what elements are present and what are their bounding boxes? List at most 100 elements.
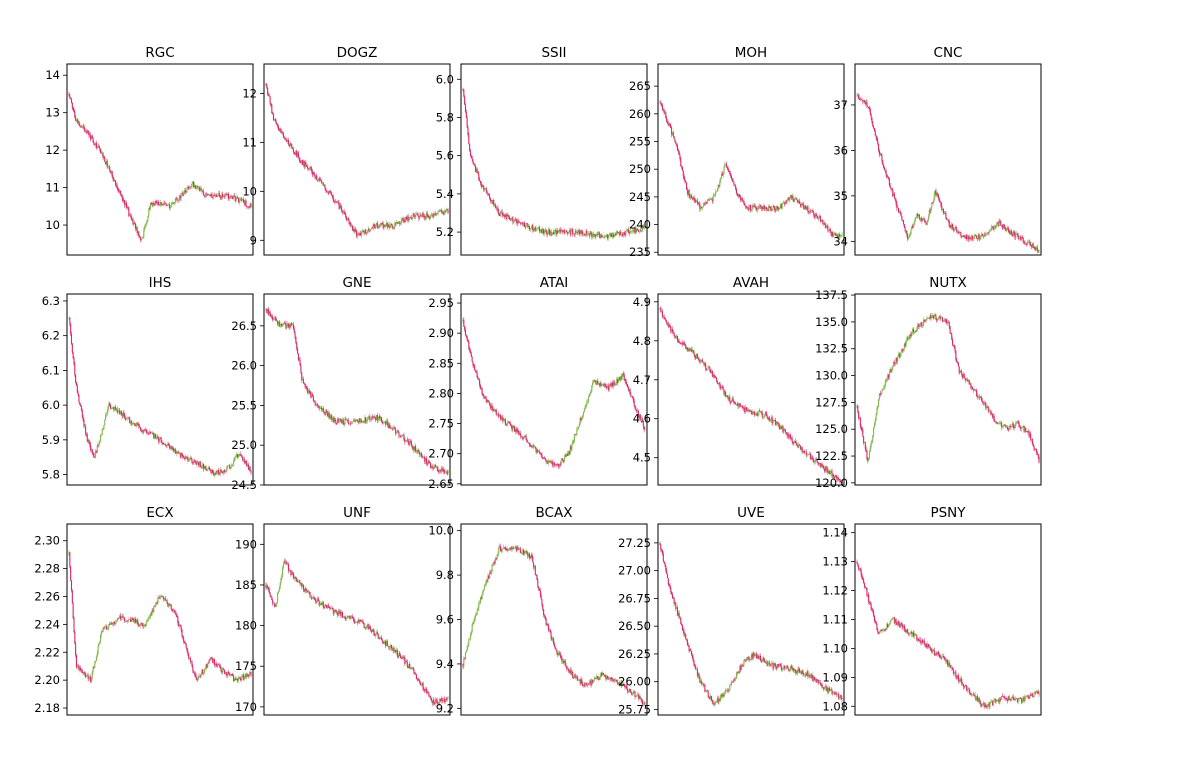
candle-body [311, 168, 313, 172]
axes-frame [460, 63, 648, 256]
candle-body [330, 415, 332, 419]
candle-body [228, 193, 230, 199]
candle-body [751, 411, 753, 415]
candle-body [291, 144, 293, 149]
candle-body [800, 203, 802, 207]
candle-body [373, 224, 375, 227]
candle-body [484, 188, 486, 189]
candle-body [546, 461, 548, 463]
candle-body [493, 410, 495, 412]
candle-body [112, 176, 114, 180]
candle-body [115, 408, 117, 410]
candle-body [840, 235, 842, 237]
candle-body [119, 190, 121, 193]
candle-body [108, 403, 110, 407]
candle-body [157, 201, 159, 205]
candle-body [243, 459, 245, 463]
candle-body [992, 226, 994, 230]
candle-body [604, 236, 606, 238]
candle-body [104, 626, 106, 630]
y-tick-label: 2.85 [428, 356, 454, 370]
candle-body [478, 173, 480, 180]
y-tick-label: 5.2 [436, 225, 454, 239]
y-tick-label: 4.9 [633, 295, 651, 309]
candle-body [590, 391, 592, 393]
candle-body [618, 233, 620, 235]
candle-body [932, 315, 935, 319]
candle-body [630, 394, 632, 397]
candle-body [484, 188, 486, 191]
candle-body [362, 230, 364, 232]
candle-body [305, 162, 307, 165]
candle-body [927, 318, 930, 319]
candle-body [812, 458, 814, 460]
candle-body [991, 226, 994, 227]
candle-body [679, 154, 681, 159]
candle-body [1025, 431, 1028, 433]
candle-body [128, 619, 130, 621]
candle-body [769, 205, 771, 208]
candle-body [981, 233, 983, 236]
candle-body [733, 402, 735, 403]
candle-body [685, 181, 687, 183]
candle-body [145, 622, 147, 626]
candle-body [131, 618, 133, 620]
candle-body [155, 602, 157, 605]
candle-body [336, 201, 338, 203]
candle-body [735, 403, 737, 405]
candle-body [959, 370, 961, 373]
candle-body [863, 100, 865, 102]
candle-body [1017, 235, 1019, 239]
candle-body [902, 220, 904, 221]
candle-body [685, 345, 687, 349]
candle-body [567, 453, 569, 456]
candle-body [133, 423, 135, 424]
candle-body [183, 641, 186, 644]
candle-body [701, 207, 703, 209]
candle-body [79, 402, 81, 406]
candle-body [347, 218, 349, 221]
candle-body [351, 422, 353, 423]
candle-body [771, 417, 773, 424]
candle-body [240, 454, 242, 456]
candle-body [873, 423, 875, 428]
candle-body [629, 389, 631, 395]
candle-body [1032, 443, 1034, 446]
candle-body [631, 396, 633, 398]
candle-body [202, 669, 204, 674]
candle-body [804, 205, 806, 210]
candle-body [631, 230, 634, 232]
candle-body [975, 390, 977, 391]
candle-body [811, 210, 813, 211]
candle-body [577, 230, 580, 233]
candle-body [898, 353, 900, 357]
candle-body [385, 222, 388, 227]
candle-body [414, 215, 416, 218]
candle-body [354, 420, 356, 422]
candle-body [150, 202, 152, 204]
candle-body [299, 159, 301, 162]
candle-body [280, 128, 282, 134]
candle-body [831, 471, 833, 477]
candle-body [1023, 426, 1025, 432]
candle-body [567, 232, 569, 234]
candle-body [592, 382, 594, 386]
candle-body [942, 320, 944, 322]
candle-body [828, 470, 831, 475]
y-tick-label: 265 [629, 79, 651, 93]
candle-body [462, 319, 464, 322]
candle-body [968, 380, 970, 385]
candle-body [486, 399, 488, 403]
candle-body [282, 133, 284, 138]
candle-body [375, 222, 378, 225]
candle-body [869, 108, 871, 115]
candle-body [567, 451, 570, 456]
candle-body [438, 471, 440, 473]
candle-body [204, 466, 206, 469]
candle-body [1036, 452, 1038, 455]
candle-body [974, 234, 976, 237]
candle-body [434, 464, 437, 467]
candle-body [475, 168, 477, 172]
candle-body [614, 233, 616, 237]
candle-body [324, 184, 326, 189]
